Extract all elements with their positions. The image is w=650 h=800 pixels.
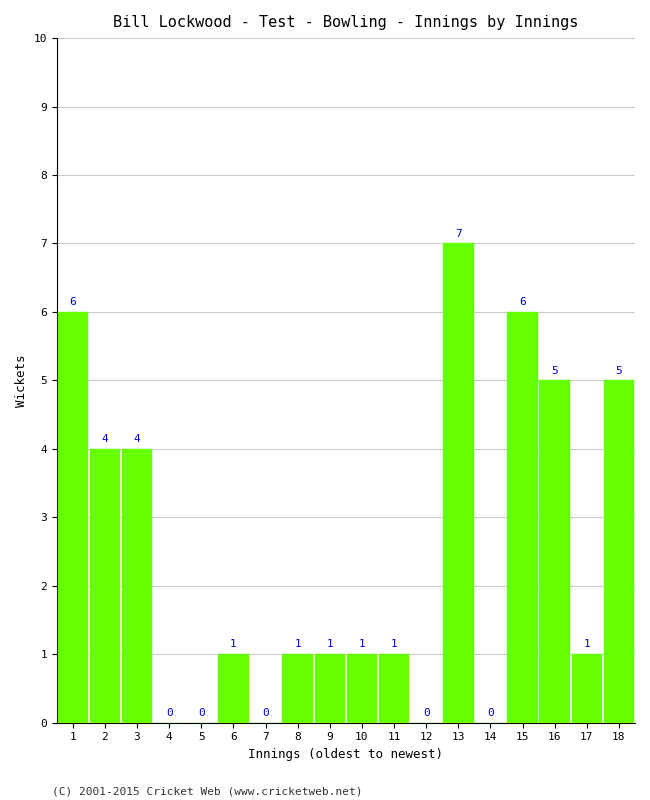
Bar	[315, 654, 345, 722]
Title: Bill Lockwood - Test - Bowling - Innings by Innings: Bill Lockwood - Test - Bowling - Innings…	[113, 15, 578, 30]
Text: 0: 0	[262, 708, 269, 718]
Text: 1: 1	[326, 639, 333, 650]
Bar	[218, 654, 249, 722]
Text: 1: 1	[391, 639, 397, 650]
Text: 1: 1	[584, 639, 590, 650]
Bar	[122, 449, 152, 722]
Bar	[571, 654, 602, 722]
Bar	[443, 243, 474, 722]
Bar	[58, 312, 88, 722]
Text: 1: 1	[230, 639, 237, 650]
Text: 1: 1	[294, 639, 301, 650]
Text: (C) 2001-2015 Cricket Web (www.cricketweb.net): (C) 2001-2015 Cricket Web (www.cricketwe…	[52, 786, 363, 796]
X-axis label: Innings (oldest to newest): Innings (oldest to newest)	[248, 748, 443, 761]
Text: 0: 0	[422, 708, 430, 718]
Text: 0: 0	[166, 708, 173, 718]
Text: 5: 5	[616, 366, 622, 376]
Text: 0: 0	[487, 708, 494, 718]
Bar	[540, 381, 570, 722]
Bar	[283, 654, 313, 722]
Text: 5: 5	[551, 366, 558, 376]
Bar	[379, 654, 410, 722]
Text: 4: 4	[134, 434, 140, 444]
Text: 1: 1	[359, 639, 365, 650]
Text: 4: 4	[101, 434, 109, 444]
Text: 6: 6	[519, 297, 526, 307]
Y-axis label: Wickets: Wickets	[15, 354, 28, 406]
Text: 7: 7	[455, 229, 461, 238]
Bar	[346, 654, 377, 722]
Bar	[507, 312, 538, 722]
Bar	[90, 449, 120, 722]
Bar	[604, 381, 634, 722]
Text: 0: 0	[198, 708, 205, 718]
Text: 6: 6	[70, 297, 76, 307]
